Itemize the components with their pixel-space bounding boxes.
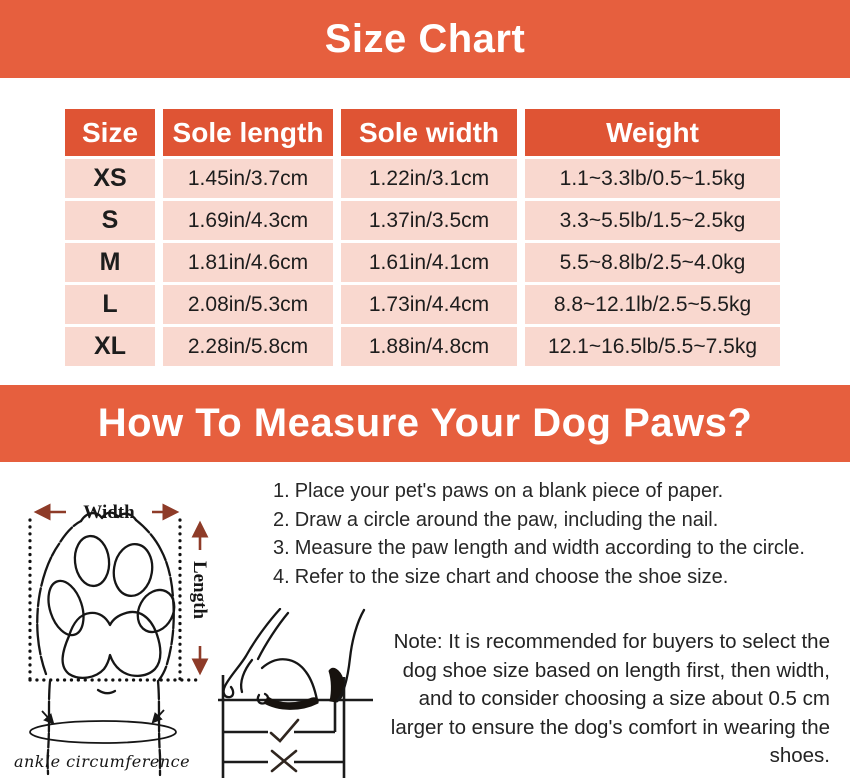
ankle-arrow-right-icon <box>151 709 165 724</box>
cell-size: S <box>65 201 155 240</box>
cell-sole-width: 1.61in/4.1cm <box>341 243 517 282</box>
table-header-row: Size Sole length Sole width Weight <box>65 109 780 156</box>
table-row: XS 1.45in/3.7cm 1.22in/3.1cm 1.1~3.3lb/0… <box>65 159 780 198</box>
step-text: Draw a circle around the paw, including … <box>294 508 719 531</box>
step-number: 2. <box>273 508 290 531</box>
table-row: M 1.81in/4.6cm 1.61in/4.1cm 5.5~8.8lb/2.… <box>65 243 780 282</box>
table-row: XL 2.28in/5.8cm 1.88in/4.8cm 12.1~16.5lb… <box>65 327 780 366</box>
sizing-note: Note: It is recommended for buyers to se… <box>390 630 830 767</box>
cell-size: M <box>65 243 155 282</box>
cell-sole-width: 1.22in/3.1cm <box>341 159 517 198</box>
paw-side-sketch <box>222 608 366 710</box>
step-text: Place your pet's paws on a blank piece o… <box>294 480 724 502</box>
length-label: Length <box>189 561 210 620</box>
size-chart-table: Size Sole length Sole width Weight XS 1.… <box>57 106 788 369</box>
dotted-measure-box <box>28 518 204 682</box>
step-number: 1. <box>273 480 290 502</box>
cell-weight: 5.5~8.8lb/2.5~4.0kg <box>525 243 780 282</box>
size-chart-title: Size Chart <box>324 16 526 61</box>
cell-sole-length: 2.08in/5.3cm <box>163 285 333 324</box>
instruction-step: 4. Refer to the size chart and choose the… <box>273 563 805 592</box>
instruction-step: 2. Draw a circle around the paw, includin… <box>273 506 805 535</box>
cell-sole-width: 1.73in/4.4cm <box>341 285 517 324</box>
step-text: Refer to the size chart and choose the s… <box>294 565 729 588</box>
paw-side-view-diagram <box>218 608 373 778</box>
instruction-step: 3. Measure the paw length and width accor… <box>273 534 805 563</box>
cell-sole-length: 1.81in/4.6cm <box>163 243 333 282</box>
cell-weight: 3.3~5.5lb/1.5~2.5kg <box>525 201 780 240</box>
cell-size: XL <box>65 327 155 366</box>
check-icon <box>269 718 300 743</box>
cell-sole-width: 1.37in/3.5cm <box>341 201 517 240</box>
instruction-step: 1. Place your pet's paws on a blank piece… <box>273 477 805 506</box>
how-to-measure-banner: How To Measure Your Dog Paws? <box>0 385 850 462</box>
cell-size: L <box>65 285 155 324</box>
step-number: 3. <box>273 537 290 559</box>
paw-pad-dark <box>263 696 319 710</box>
paw-central-pad <box>61 610 162 680</box>
cell-sole-length: 2.28in/5.8cm <box>163 327 333 366</box>
heel-pad-dark <box>328 667 345 703</box>
size-chart-banner: Size Chart <box>0 0 850 78</box>
cross-icon <box>270 749 298 773</box>
table-row: S 1.69in/4.3cm 1.37in/3.5cm 3.3~5.5lb/1.… <box>65 201 780 240</box>
cell-sole-length: 1.69in/4.3cm <box>163 201 333 240</box>
cell-weight: 1.1~3.3lb/0.5~1.5kg <box>525 159 780 198</box>
step-text: Measure the paw length and width accordi… <box>294 537 805 559</box>
column-header-sole-length: Sole length <box>163 109 333 156</box>
paw-toe-pads <box>47 534 176 637</box>
table-row: L 2.08in/5.3cm 1.73in/4.4cm 8.8~12.1lb/2… <box>65 285 780 324</box>
ankle-arrow-left-icon <box>41 710 55 725</box>
paw-outline-sketch <box>36 511 175 777</box>
cell-size: XS <box>65 159 155 198</box>
column-header-weight: Weight <box>525 109 780 156</box>
how-to-measure-title: How To Measure Your Dog Paws? <box>97 401 753 445</box>
column-header-size: Size <box>65 109 155 156</box>
step-number: 4. <box>273 565 290 588</box>
measuring-instructions: 1. Place your pet's paws on a blank piece… <box>273 477 805 591</box>
cell-sole-length: 1.45in/3.7cm <box>163 159 333 198</box>
ankle-circumference-label: ankle circumference <box>14 752 190 771</box>
cell-sole-width: 1.88in/4.8cm <box>341 327 517 366</box>
cell-weight: 12.1~16.5lb/5.5~7.5kg <box>525 327 780 366</box>
ankle-circumference-ellipse <box>29 720 177 744</box>
paw-top-view-diagram: Width Length ankle circumference <box>14 502 210 777</box>
column-header-sole-width: Sole width <box>341 109 517 156</box>
cell-weight: 8.8~12.1lb/2.5~5.5kg <box>525 285 780 324</box>
